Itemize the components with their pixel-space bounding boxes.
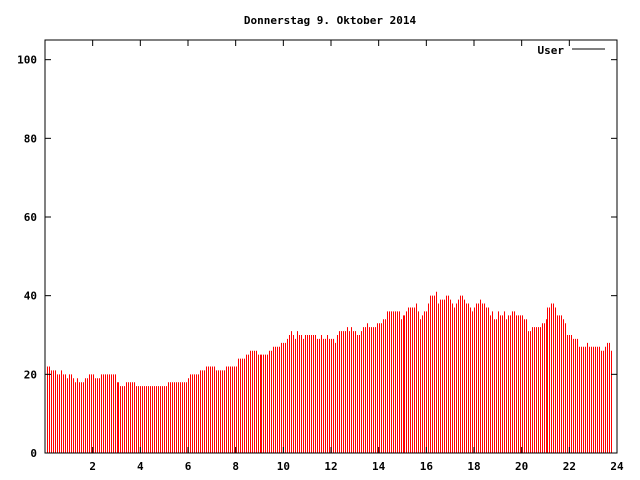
y-tick-label: 40 — [24, 290, 37, 303]
x-tick-label: 2 — [89, 460, 96, 473]
x-tick-label: 4 — [137, 460, 144, 473]
x-tick-label: 18 — [467, 460, 480, 473]
y-tick-label: 20 — [24, 368, 37, 381]
x-tick-label: 22 — [563, 460, 576, 473]
chart-title: Donnerstag 9. Oktober 2014 — [244, 14, 417, 27]
x-tick-label: 20 — [515, 460, 528, 473]
x-tick-label: 16 — [420, 460, 434, 473]
y-tick-label: 80 — [24, 132, 37, 145]
x-tick-label: 8 — [232, 460, 239, 473]
legend: User — [538, 44, 605, 57]
y-tick-label: 0 — [30, 447, 37, 460]
plot-frame — [44, 39, 618, 454]
y-tick-label: 60 — [24, 211, 37, 224]
x-tick-label: 14 — [372, 460, 386, 473]
legend-label: User — [538, 44, 565, 57]
y-tick-label: 100 — [17, 54, 37, 67]
x-tick-label: 12 — [324, 460, 337, 473]
x-tick-label: 10 — [277, 460, 290, 473]
x-tick-label: 6 — [185, 460, 192, 473]
bars — [47, 291, 612, 453]
x-tick-label: 24 — [610, 460, 624, 473]
